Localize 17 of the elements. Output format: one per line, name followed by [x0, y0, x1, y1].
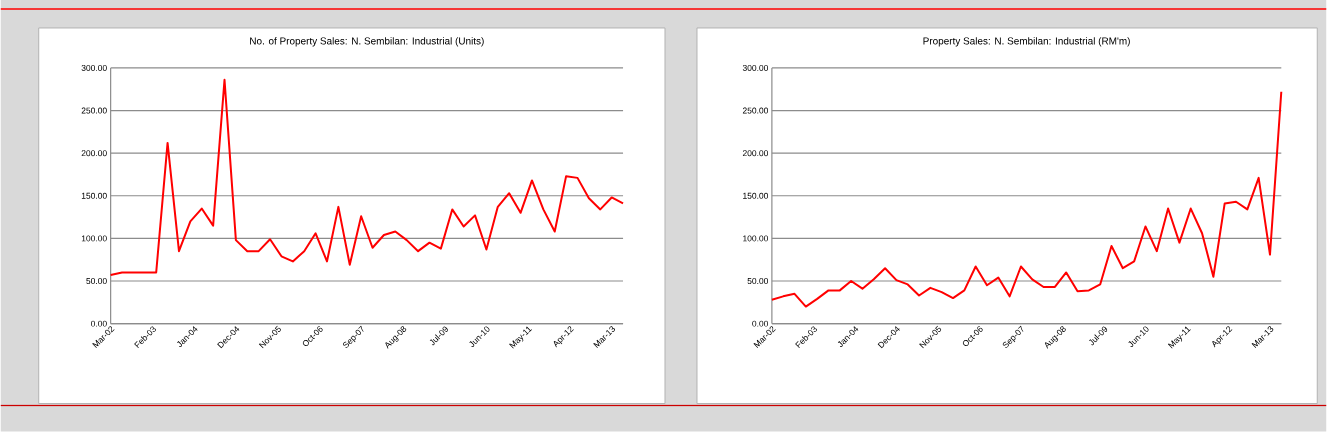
y-tick-label: 100.00 [81, 235, 107, 242]
y-tick-label: 300.00 [81, 65, 107, 72]
y-tick-label: 250.00 [81, 107, 107, 114]
y-tick-label: 50.00 [86, 278, 107, 285]
y-tick-label: 150.00 [743, 193, 769, 200]
chart-title: No. of Property Sales: N. Sembilan: Industrial (Units) [250, 37, 484, 47]
y-tick-label: 150.00 [81, 193, 107, 200]
y-tick-label: 0.00 [752, 320, 769, 327]
chart-title: Property Sales: N. Sembilan: Industrial (RM'm) [923, 37, 1130, 47]
y-tick-label: 300.00 [742, 65, 769, 72]
y-tick-label: 50.00 [747, 278, 769, 285]
line-series [770, 91, 1283, 308]
y-tick-label: 0.00 [90, 320, 107, 327]
y-tick-label: 250.00 [742, 107, 769, 114]
y-tick-label: 100.00 [743, 235, 769, 242]
y-tick-label: 200.00 [742, 150, 769, 157]
y-tick-label: 200.00 [81, 150, 107, 157]
